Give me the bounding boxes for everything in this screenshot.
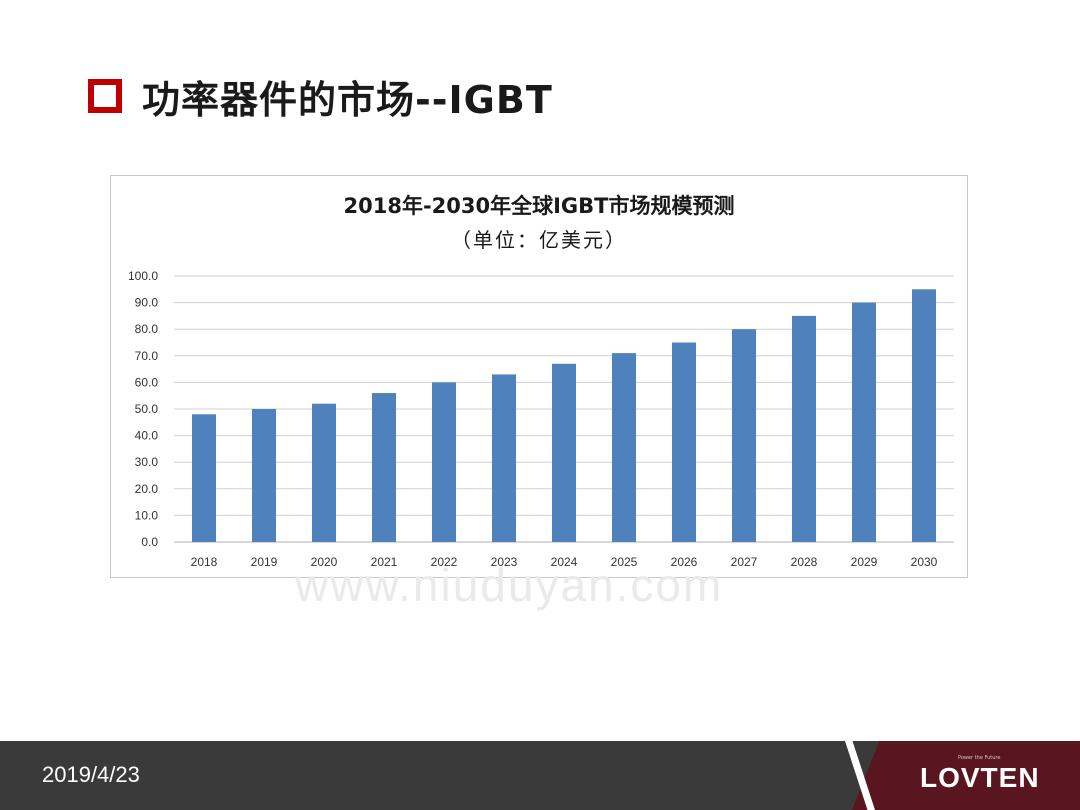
bar — [252, 409, 276, 542]
x-tick-label: 2023 — [491, 555, 518, 569]
bar — [792, 315, 816, 542]
x-tick-label: 2018 — [191, 555, 218, 569]
brand-logo: LOVTEN — [920, 762, 1040, 793]
bar — [552, 363, 576, 542]
slide-title-text: 功率器件的市场--IGBT — [142, 77, 553, 122]
brand-tagline: Power the Future — [958, 755, 1001, 761]
chart-subtitle: （单位：亿美元） — [451, 228, 627, 252]
y-tick-label: 80.0 — [135, 322, 159, 336]
y-tick-label: 0.0 — [141, 535, 158, 549]
slide-title: 功率器件的市场--IGBT — [88, 68, 553, 124]
bar — [372, 393, 396, 542]
bar-chart: 0.0 10.0 20.0 30.0 40.0 50.0 60.0 70.0 80.0 90.0 1… — [128, 269, 954, 569]
x-tick-label: 2024 — [551, 555, 578, 569]
x-tick-label: 2019 — [251, 555, 278, 569]
y-tick-label: 40.0 — [135, 429, 159, 443]
bar — [312, 403, 336, 542]
bar — [432, 382, 456, 542]
y-tick-label: 90.0 — [135, 296, 159, 310]
bar — [192, 414, 216, 542]
bar — [492, 374, 516, 542]
x-tick-label: 2028 — [791, 555, 818, 569]
bar — [852, 302, 876, 542]
bar — [732, 329, 756, 542]
x-tick-label: 2027 — [731, 555, 758, 569]
y-tick-label: 70.0 — [135, 349, 159, 363]
title-bullet-square-icon — [88, 79, 122, 113]
x-tick-label: 2029 — [851, 555, 878, 569]
x-tick-label: 2026 — [671, 555, 698, 569]
chart-frame: 2018年-2030年全球IGBT市场规模预测 （单位：亿美元） 0.0 10.0… — [110, 175, 968, 578]
x-tick-label: 2021 — [371, 555, 398, 569]
footer-date: 2019/4/23 — [42, 762, 140, 787]
x-tick-label: 2022 — [431, 555, 458, 569]
footer-brand-panel — [852, 741, 1080, 810]
x-tick-label: 2030 — [911, 555, 938, 569]
x-tick-label: 2025 — [611, 555, 638, 569]
y-tick-label: 20.0 — [135, 482, 159, 496]
y-tick-label: 60.0 — [135, 375, 159, 389]
y-tick-label: 50.0 — [135, 402, 159, 416]
bar — [612, 353, 636, 542]
bar — [912, 289, 936, 542]
bar — [672, 342, 696, 542]
y-tick-label: 30.0 — [135, 455, 159, 469]
x-tick-label: 2020 — [311, 555, 338, 569]
y-tick-label: 100.0 — [128, 269, 158, 283]
chart-title: 2018年-2030年全球IGBT市场规模预测 — [343, 194, 735, 218]
y-tick-label: 10.0 — [135, 508, 159, 522]
